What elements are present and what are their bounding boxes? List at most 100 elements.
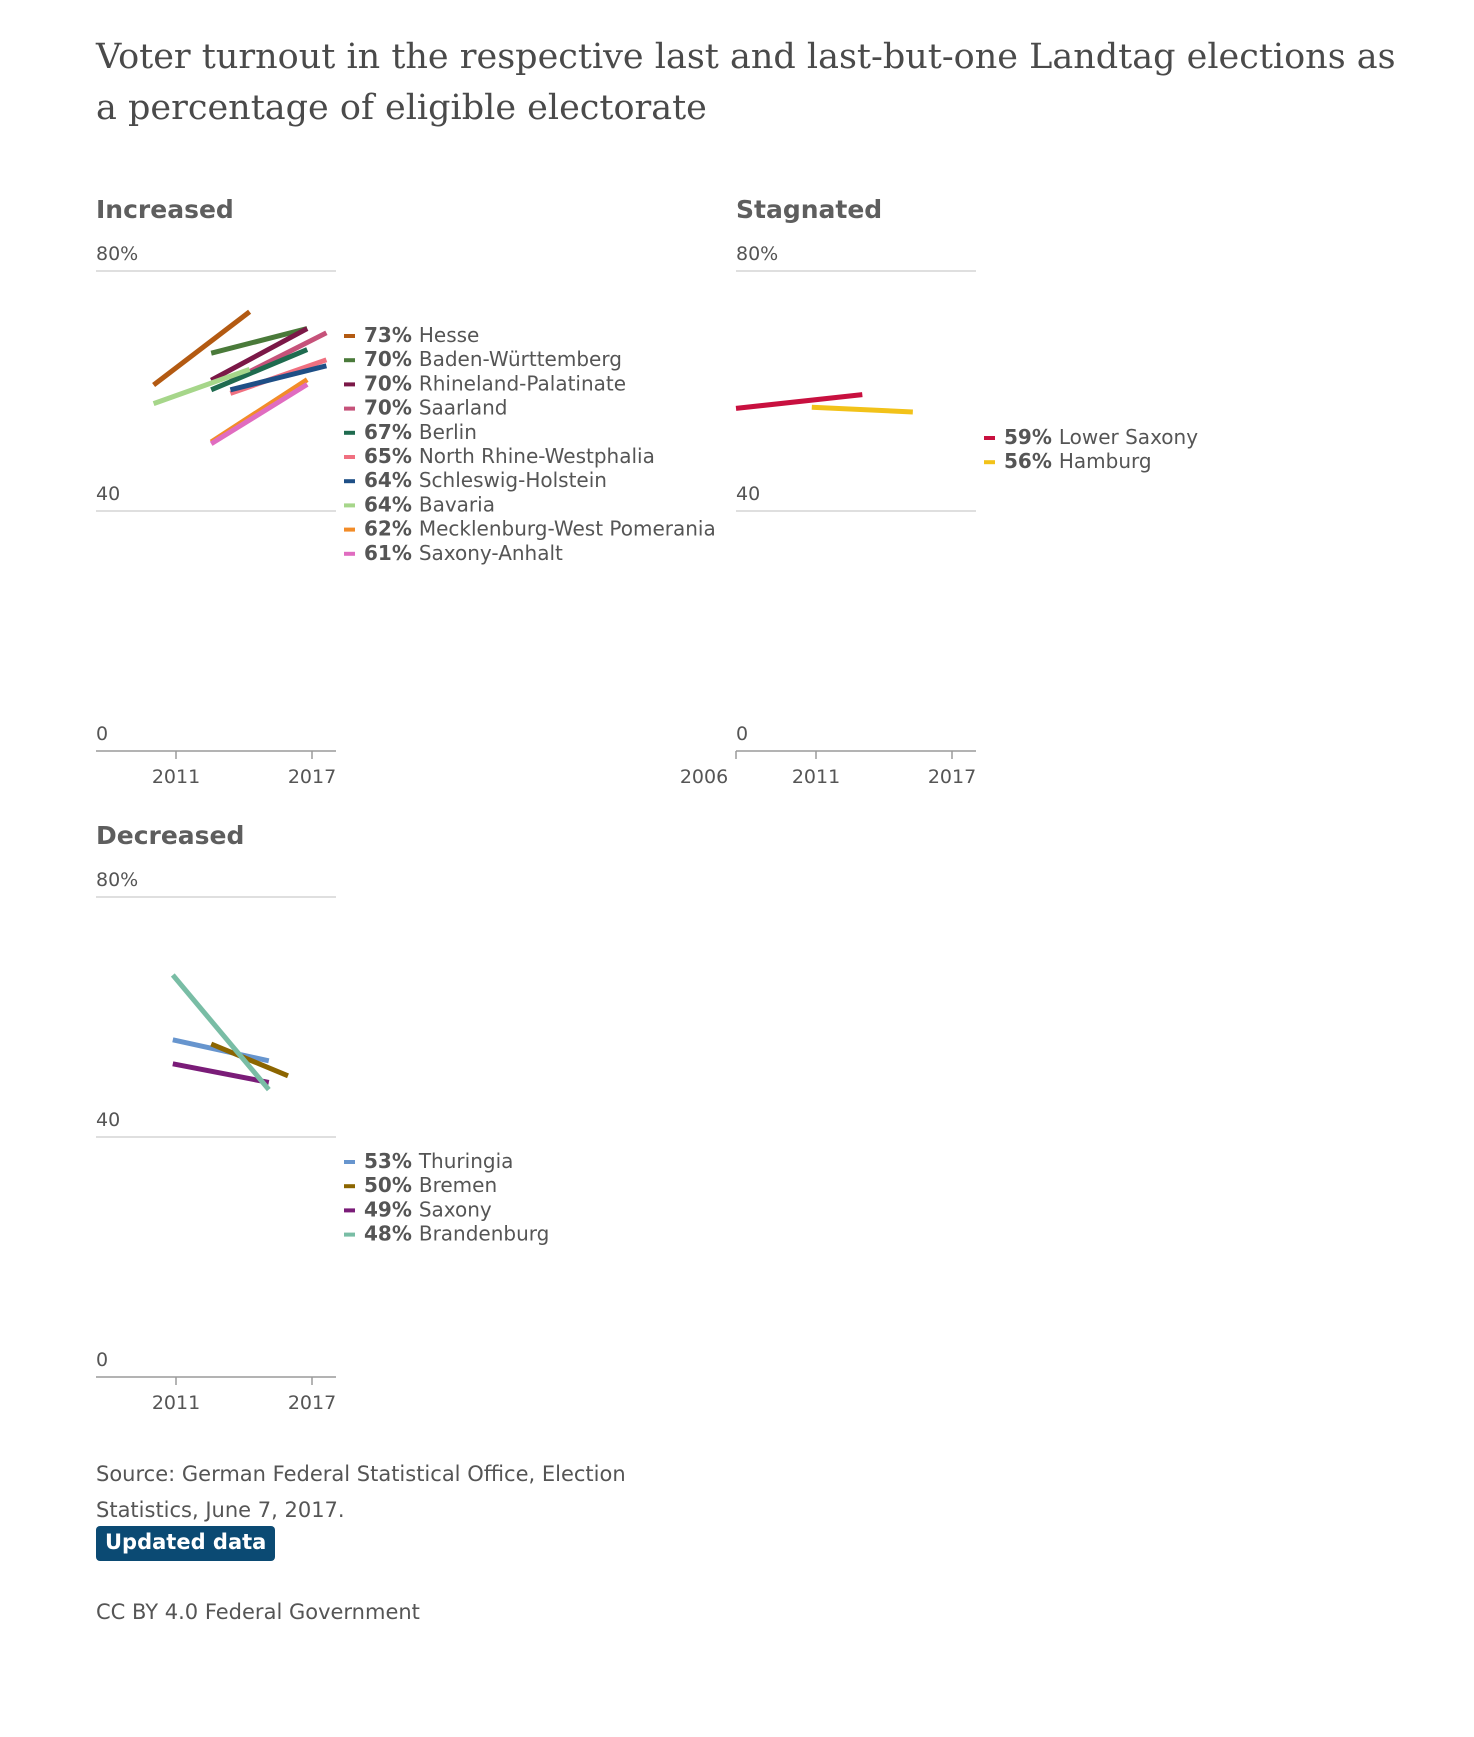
x-tick-label: 2011: [152, 1392, 200, 1414]
legend-swatch: [984, 460, 995, 465]
legend-value: 62%: [364, 517, 419, 541]
legend-swatch: [344, 1160, 355, 1164]
legend-value: 73%: [364, 323, 419, 347]
y-tick-label: 0: [736, 723, 748, 745]
legend-label: 65% North Rhine-Westphalia: [364, 444, 655, 468]
legend-value: 61%: [364, 541, 419, 565]
series-line: [735, 392, 863, 411]
legend-value: 70%: [364, 371, 419, 395]
chart-title: Voter turnout in the respective last and…: [96, 37, 1396, 128]
legend-label: 67% Berlin: [364, 420, 477, 444]
legend-swatch: [344, 503, 355, 508]
legend-label: 48% Brandenburg: [364, 1222, 549, 1246]
legend-name: Mecklenburg-West Pomerania: [419, 517, 716, 541]
y-tick-label: 80%: [96, 243, 138, 265]
legend-name: Brandenburg: [419, 1222, 550, 1246]
legend-value: 70%: [364, 396, 419, 420]
legend-swatch: [344, 430, 355, 435]
panel-stagnated: Stagnated 80% 40 0 2006 2011 2017 59% Lower Sa…: [680, 195, 1376, 795]
legend-name: Baden-Württemberg: [419, 347, 622, 371]
legend-name: Berlin: [419, 420, 477, 444]
legend-swatch: [344, 551, 355, 556]
y-tick-label: 40: [96, 1109, 120, 1131]
legend-name: Bremen: [419, 1173, 497, 1197]
legend-label: 50% Bremen: [364, 1173, 497, 1197]
legend-swatch: [344, 1208, 355, 1213]
panel-title: Decreased: [96, 821, 245, 850]
x-tick-label: 2011: [152, 766, 200, 788]
series-line: [209, 382, 309, 446]
y-tick-label: 0: [96, 1349, 108, 1371]
updated-data-button[interactable]: Updated data: [96, 1526, 276, 1561]
legend-value: 70%: [364, 347, 419, 371]
y-tick-label: 40: [96, 483, 120, 505]
series-line: [210, 347, 309, 393]
legend-value: 49%: [364, 1197, 419, 1221]
legend-label: 62% Mecklenburg-West Pomerania: [364, 517, 716, 541]
legend-label: 53% Thuringia: [364, 1149, 513, 1173]
legend-label: 70% Rhineland-Palatinate: [364, 371, 626, 395]
license-note: CC BY 4.0 Federal Government: [96, 1600, 420, 1624]
legend-swatch: [984, 436, 995, 440]
y-tick-label: 80%: [96, 869, 138, 891]
series-line: [170, 973, 271, 1092]
legend-label: 64% Schleswig-Holstein: [364, 468, 607, 492]
legend-name: Lower Saxony: [1059, 425, 1198, 449]
x-tick-label: 2017: [928, 766, 976, 788]
x-tick-label: 2006: [680, 766, 728, 788]
series-line: [152, 367, 251, 406]
series-line: [811, 404, 913, 415]
legend-value: 64%: [364, 492, 419, 516]
legend-value: 53%: [364, 1149, 419, 1173]
legend-label: 64% Bavaria: [364, 492, 495, 516]
y-tick-label: 40: [736, 483, 760, 505]
legend-swatch: [344, 1184, 355, 1189]
legend-name: Saarland: [419, 396, 508, 420]
legend-label: 56% Hamburg: [1004, 449, 1152, 473]
series-line: [172, 1061, 270, 1085]
x-tick-label: 2017: [288, 766, 336, 788]
legend-swatch: [344, 358, 355, 363]
legend-label: 73% Hesse: [364, 323, 479, 347]
legend-label: 70% Saarland: [364, 396, 507, 420]
legend-value: 67%: [364, 420, 419, 444]
legend-swatch: [344, 406, 355, 411]
series-line: [210, 1041, 289, 1079]
panel-title: Stagnated: [736, 195, 883, 224]
legend-name: North Rhine-Westphalia: [419, 444, 655, 468]
series-line: [229, 363, 328, 393]
legend-name: Hesse: [419, 323, 480, 347]
legend-label: 59% Lower Saxony: [1004, 425, 1198, 449]
panel-increased: Increased 80% 40 0 2011 2017 73% Hesse 70% Bad…: [96, 195, 736, 795]
legend-value: 59%: [1004, 425, 1059, 449]
legend-name: Thuringia: [418, 1149, 514, 1173]
legend-name: Hamburg: [1059, 449, 1152, 473]
panel-decreased: Decreased 80% 40 0 2011 2017 53% Thuringia 50%…: [96, 821, 736, 1421]
series-line: [152, 309, 252, 387]
legend-swatch: [344, 479, 355, 484]
x-tick-label: 2017: [288, 1392, 336, 1414]
legend-swatch: [344, 1232, 355, 1237]
legend-label: 49% Saxony: [364, 1197, 492, 1221]
y-tick-label: 80%: [736, 243, 778, 265]
legend-label: 61% Saxony-Anhalt: [364, 541, 563, 565]
legend-swatch: [344, 334, 355, 338]
legend-value: 56%: [1004, 449, 1059, 473]
legend-name: Schleswig-Holstein: [419, 468, 607, 492]
legend-value: 64%: [364, 468, 419, 492]
legend-value: 65%: [364, 444, 419, 468]
series-line: [210, 326, 308, 356]
legend-swatch: [344, 527, 355, 532]
legend-name: Rhineland-Palatinate: [419, 371, 626, 395]
legend-name: Saxony: [419, 1197, 492, 1221]
legend-swatch: [344, 455, 355, 459]
legend-label: 70% Baden-Württemberg: [364, 347, 622, 371]
panel-title: Increased: [96, 195, 234, 224]
source-note: Source: German Federal Statistical Offic…: [96, 1462, 626, 1522]
x-tick-label: 2011: [792, 766, 840, 788]
legend-name: Bavaria: [419, 492, 495, 516]
legend-value: 50%: [364, 1173, 419, 1197]
